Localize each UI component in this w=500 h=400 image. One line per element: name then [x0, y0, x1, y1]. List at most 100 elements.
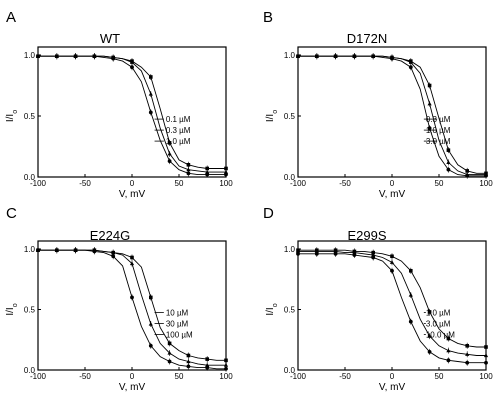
data-point [224, 366, 228, 371]
legend-label: 0.3 µM [166, 126, 191, 135]
x-tick-label: 50 [175, 372, 184, 381]
data-point [390, 268, 394, 273]
x-tick-label: -50 [339, 179, 351, 188]
y-tick-label: 0.0 [24, 366, 36, 375]
data-point [409, 268, 413, 273]
data-point [483, 353, 489, 358]
data-point [224, 166, 228, 171]
data-point [427, 83, 432, 88]
y-axis-label: I/Io [5, 303, 19, 315]
series-line [298, 55, 486, 176]
y-axis-label-subscript: o [12, 303, 19, 307]
panel-title: E299S [347, 228, 386, 243]
data-point [148, 91, 153, 96]
data-point [92, 54, 97, 59]
data-point [484, 345, 488, 349]
x-tick-label: -100 [290, 372, 307, 381]
data-point [446, 148, 451, 152]
y-tick-label: 1.0 [284, 245, 296, 254]
data-point [465, 352, 470, 356]
y-tick-label: 0.5 [24, 112, 36, 121]
legend-label: 1.0 µM [426, 309, 451, 318]
data-point [484, 360, 488, 365]
y-tick-label: 1.0 [24, 51, 36, 60]
data-point [446, 358, 451, 363]
legend-label: 1.0 µM [166, 137, 191, 146]
data-point [408, 319, 413, 324]
data-point [446, 160, 451, 164]
data-point [427, 310, 432, 314]
data-point [314, 54, 319, 59]
panel-a: A WT -100 -50 0 50 100 0.0 0.5 1.0 V, mV I/Io 0.1 µM… [5, 9, 233, 200]
x-tick-label: 50 [175, 179, 184, 188]
data-point [314, 251, 319, 256]
y-tick-label: 1.0 [24, 245, 36, 254]
data-point [111, 254, 116, 259]
panel-title: WT [100, 31, 120, 46]
data-point [371, 255, 376, 260]
x-tick-label: 100 [479, 179, 493, 188]
data-point [186, 171, 191, 176]
y-tick-label: 0.5 [24, 306, 36, 315]
y-axis-label: I/Io [5, 110, 19, 122]
series-line [38, 55, 226, 176]
data-point [149, 75, 153, 79]
panel-b: B D172N -100 -50 0 50 100 0.0 0.5 1.0 V, mV I/Io 0.3… [263, 9, 493, 200]
x-tick-label: 100 [219, 372, 233, 381]
legend-label: 0.3 µM [426, 115, 451, 124]
y-tick-label: 0.0 [284, 173, 296, 182]
data-point [427, 126, 432, 131]
x-axis-label: V, mV [119, 382, 146, 393]
data-point [465, 169, 469, 173]
x-tick-label: -50 [339, 372, 351, 381]
legend-label: 10.0 µM [426, 331, 455, 340]
data-point [465, 173, 470, 178]
data-point [167, 341, 172, 346]
series-line [38, 249, 226, 366]
data-point [390, 254, 394, 259]
x-tick-label: 0 [390, 179, 395, 188]
x-tick-label: -50 [79, 372, 91, 381]
x-tick-label: -50 [79, 179, 91, 188]
data-point [92, 249, 97, 254]
panel-title: D172N [347, 31, 387, 46]
data-point [36, 248, 40, 253]
data-point [333, 54, 338, 59]
data-point [408, 65, 413, 70]
data-point [54, 248, 59, 253]
data-point [130, 295, 134, 300]
x-tick-label: 0 [130, 179, 135, 188]
x-tick-label: 50 [435, 372, 444, 381]
data-point [427, 349, 432, 354]
data-point [167, 359, 172, 364]
data-point [205, 357, 209, 361]
series-line [38, 249, 226, 361]
series-line [38, 55, 226, 169]
x-tick-label: 0 [130, 372, 135, 381]
x-tick-label: -100 [30, 372, 47, 381]
panel-letter: C [6, 205, 17, 222]
data-point [36, 54, 40, 59]
data-point [148, 321, 153, 326]
data-point [390, 56, 394, 61]
data-point [54, 54, 59, 59]
legend-label: 3.0 µM [426, 137, 451, 146]
legend-label: 0.1 µM [166, 115, 191, 124]
data-point [296, 251, 300, 256]
plot-frame [297, 46, 487, 178]
legend-label: 10 µM [166, 309, 189, 318]
data-point [223, 362, 229, 367]
data-point [408, 60, 413, 64]
legend-label: 3.0 µM [426, 320, 451, 329]
data-point [352, 253, 357, 257]
data-point [148, 110, 153, 115]
series-line [38, 55, 226, 173]
data-point [129, 261, 135, 266]
series-line [298, 250, 486, 356]
data-point [427, 101, 432, 106]
data-point [205, 172, 210, 177]
data-point [446, 336, 451, 341]
data-point [186, 364, 191, 369]
y-tick-label: 0.0 [24, 173, 36, 182]
